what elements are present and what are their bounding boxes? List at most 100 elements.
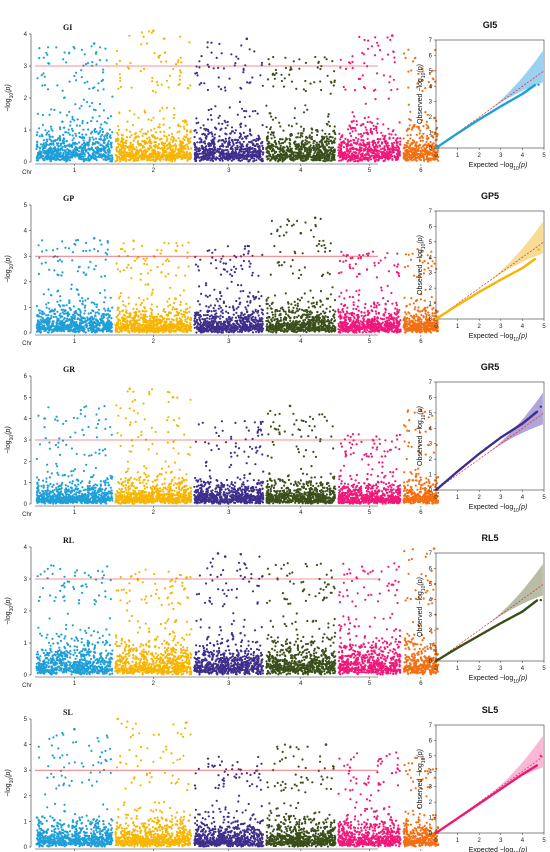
- snp-point: [89, 137, 91, 139]
- snp-point: [199, 83, 201, 85]
- snp-point: [296, 143, 298, 145]
- snp-point: [374, 98, 376, 100]
- snp-point: [306, 143, 308, 145]
- snp-point: [425, 124, 427, 126]
- snp-point: [409, 124, 411, 126]
- snp-point: [237, 139, 239, 141]
- snp-point: [71, 318, 73, 320]
- snp-point: [79, 310, 81, 312]
- snp-point: [305, 90, 307, 92]
- snp-point: [371, 122, 373, 124]
- snp-point: [408, 104, 410, 106]
- snp-point: [307, 158, 309, 160]
- snp-point: [328, 138, 330, 140]
- snp-point: [187, 140, 189, 142]
- snp-point: [77, 330, 79, 332]
- snp-point: [407, 134, 409, 136]
- snp-point: [246, 158, 248, 160]
- snp-point: [225, 140, 227, 142]
- snp-point: [288, 124, 290, 126]
- snp-point: [297, 147, 299, 149]
- snp-point: [90, 329, 92, 331]
- snp-point: [231, 126, 233, 128]
- snp-point: [99, 59, 101, 61]
- snp-point: [237, 114, 239, 116]
- snp-point: [412, 60, 414, 62]
- snp-point: [419, 132, 421, 134]
- snp-point: [297, 132, 299, 134]
- snp-point: [165, 60, 167, 62]
- snp-point: [131, 157, 133, 159]
- snp-point: [74, 311, 76, 313]
- snp-point: [242, 151, 244, 153]
- snp-point: [280, 153, 282, 155]
- snp-point: [170, 138, 172, 140]
- snp-point: [203, 124, 205, 126]
- qq-y-tick-label: 5: [429, 69, 433, 75]
- snp-point: [101, 317, 103, 319]
- snp-point: [384, 141, 386, 143]
- snp-point: [304, 156, 306, 158]
- snp-point: [370, 148, 372, 150]
- snp-point: [245, 125, 247, 127]
- snp-point: [74, 133, 76, 135]
- snp-point: [239, 87, 241, 89]
- snp-point: [223, 156, 225, 158]
- snp-point: [386, 36, 388, 38]
- snp-point: [189, 84, 191, 86]
- snp-point: [290, 148, 292, 150]
- snp-point: [129, 131, 131, 133]
- snp-point: [314, 56, 316, 58]
- snp-point: [61, 121, 63, 123]
- snp-point: [103, 301, 105, 303]
- snp-point: [119, 73, 121, 75]
- snp-point: [95, 53, 97, 55]
- snp-point: [136, 149, 138, 151]
- snp-point: [86, 316, 88, 318]
- snp-point: [381, 157, 383, 159]
- snp-point: [274, 159, 276, 161]
- snp-point: [414, 145, 416, 147]
- snp-point: [393, 57, 395, 59]
- snp-point: [118, 129, 120, 131]
- snp-point: [88, 140, 90, 142]
- snp-point: [240, 157, 242, 159]
- snp-point: [71, 284, 73, 286]
- snp-point: [125, 145, 127, 147]
- snp-point: [106, 59, 108, 61]
- snp-point: [36, 131, 38, 133]
- snp-point: [255, 140, 257, 142]
- snp-point: [79, 300, 81, 302]
- snp-point: [360, 139, 362, 141]
- snp-point: [202, 156, 204, 158]
- snp-point: [187, 159, 189, 161]
- snp-point: [246, 81, 248, 83]
- snp-point: [83, 272, 85, 274]
- snp-point: [37, 330, 39, 332]
- snp-point: [339, 138, 341, 140]
- snp-point: [153, 136, 155, 138]
- snp-point: [92, 117, 94, 119]
- snp-point: [200, 55, 202, 57]
- snp-point: [409, 111, 411, 113]
- snp-point: [54, 157, 56, 159]
- snp-point: [90, 132, 92, 134]
- snp-point: [327, 153, 329, 155]
- snp-point: [150, 153, 152, 155]
- snp-point: [88, 160, 90, 162]
- snp-point: [427, 160, 429, 162]
- snp-point: [53, 140, 55, 142]
- snp-point: [80, 153, 82, 155]
- snp-point: [232, 142, 234, 144]
- snp-point: [44, 76, 46, 78]
- snp-point: [295, 145, 297, 147]
- snp-point: [249, 141, 251, 143]
- snp-point: [436, 127, 438, 129]
- snp-point: [344, 152, 346, 154]
- y-tick-label: 0: [24, 160, 28, 166]
- snp-point: [81, 76, 83, 78]
- snp-point: [104, 275, 106, 277]
- snp-point: [319, 146, 321, 148]
- snp-point: [262, 124, 264, 126]
- snp-point: [249, 115, 251, 117]
